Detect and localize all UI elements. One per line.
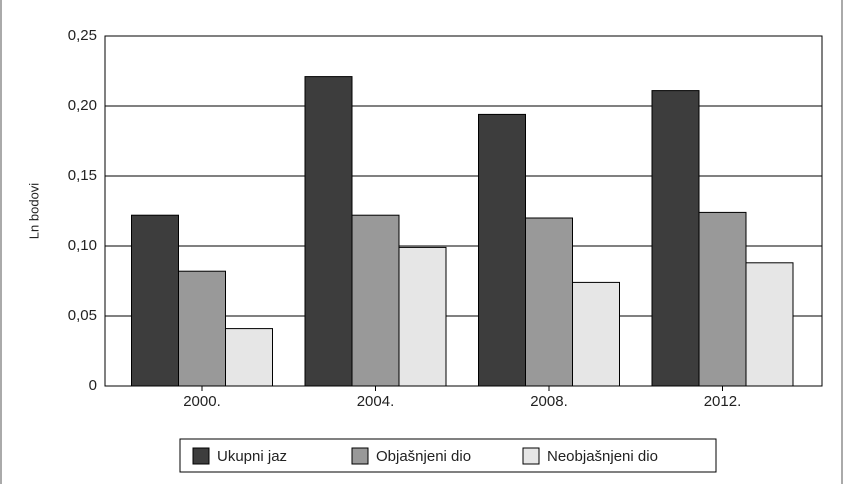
plot-border (104, 35, 823, 387)
legend-swatch (522, 447, 540, 465)
bar (651, 90, 700, 387)
x-tick-label: 2004. (357, 393, 395, 410)
x-tick-label: 2008. (530, 393, 568, 410)
legend-label: Ukupni jaz (217, 448, 287, 465)
y-tick-label: 0,05 (68, 307, 97, 324)
y-tick-label: 0,20 (68, 97, 97, 114)
y-axis-label: Ln bodovi (26, 183, 41, 239)
x-tick-label: 2012. (704, 393, 742, 410)
bar (572, 281, 620, 387)
y-tick-label: 0 (89, 377, 97, 394)
bar (304, 76, 353, 387)
legend-label: Objašnjeni dio (376, 448, 471, 465)
bar (131, 214, 179, 387)
legend-label: Neobjašnjeni dio (547, 448, 658, 465)
bar (351, 214, 400, 387)
bar (525, 217, 573, 387)
legend-box (179, 438, 717, 473)
bar (225, 328, 273, 387)
bar (178, 270, 226, 387)
bar (478, 113, 526, 387)
x-tick-label: 2000. (183, 393, 221, 410)
y-tick-label: 0,25 (68, 27, 97, 44)
y-tick-label: 0,10 (68, 237, 97, 254)
bar (745, 262, 794, 387)
y-tick-label: 0,15 (68, 167, 97, 184)
bar (698, 211, 747, 387)
legend-swatch (192, 447, 210, 465)
legend-swatch (351, 447, 369, 465)
bar (398, 246, 447, 387)
